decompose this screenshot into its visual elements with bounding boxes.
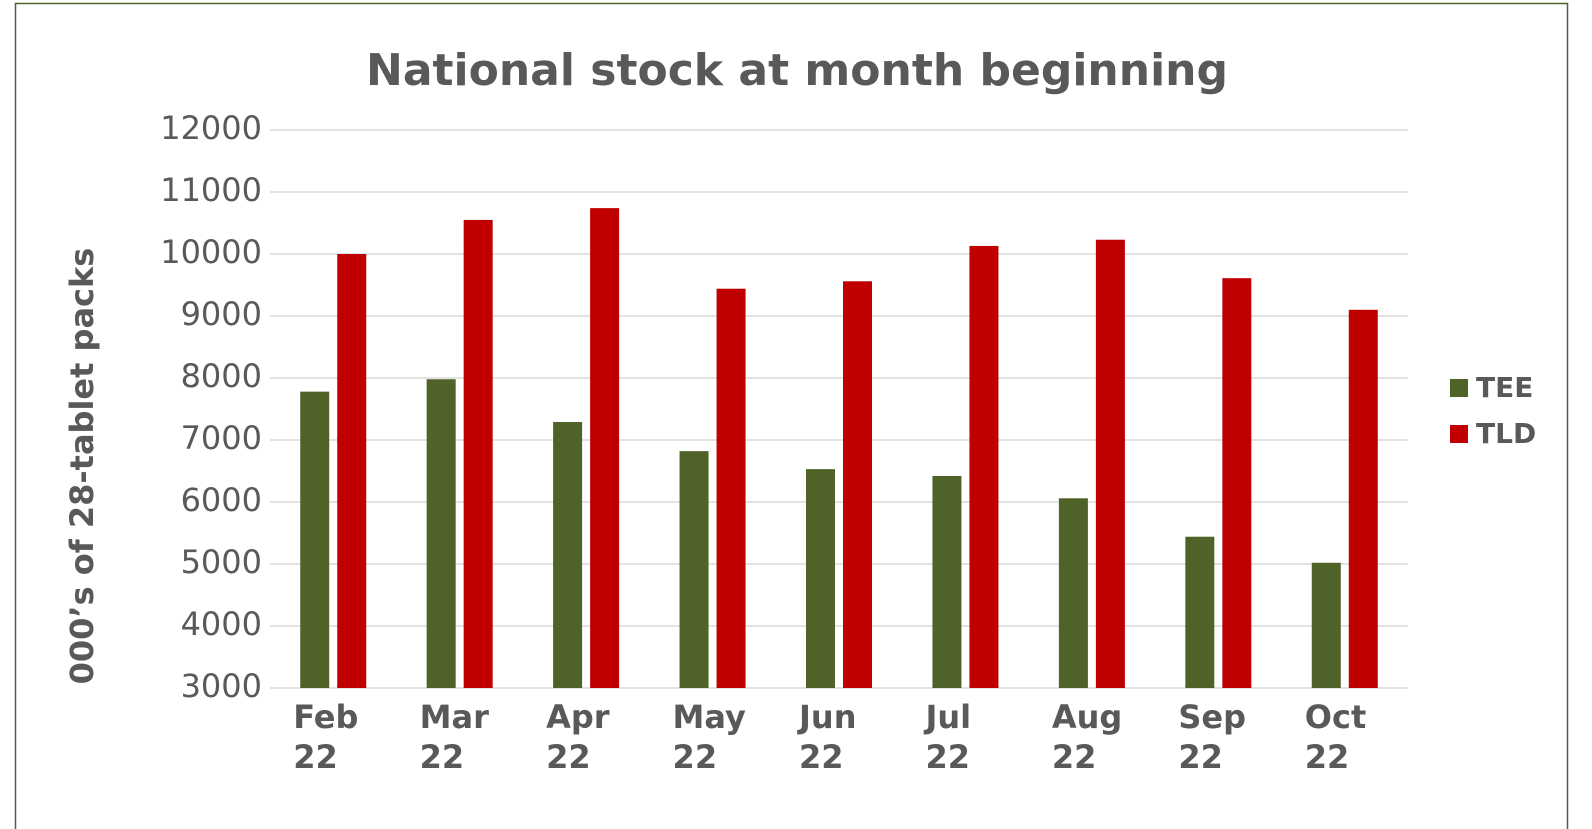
y-tick-label: 3000 (181, 667, 262, 705)
chart-frame (14, 2, 1569, 829)
legend-label: TLD (1476, 417, 1536, 450)
y-tick-label: 11000 (160, 171, 262, 209)
x-tick-label: May 22 (672, 698, 746, 776)
bar (553, 422, 583, 688)
x-tick-label: Oct 22 (1304, 698, 1367, 776)
bar (716, 288, 746, 688)
x-tick-label: Feb 22 (293, 698, 359, 776)
x-tick-label: Jul 22 (925, 698, 972, 776)
y-tick-label: 12000 (160, 109, 262, 147)
bar (426, 379, 456, 688)
y-tick-label: 5000 (181, 543, 262, 581)
bar (1222, 278, 1252, 688)
bar (1348, 309, 1378, 688)
y-tick-label: 9000 (181, 295, 262, 333)
y-axis-label: 000’s of 28-tablet packs (63, 248, 101, 685)
bar (679, 451, 709, 688)
x-tick-label: Jun 22 (799, 698, 857, 776)
bar (300, 391, 330, 688)
bar (969, 245, 999, 688)
y-tick-label: 6000 (181, 481, 262, 519)
bar (1311, 562, 1341, 688)
bar (590, 208, 620, 688)
x-tick-label: Mar 22 (419, 698, 489, 776)
chart-title: National stock at month beginning (366, 45, 1228, 96)
legend-swatch (1450, 379, 1468, 397)
bar (463, 219, 493, 688)
x-tick-label: Aug 22 (1051, 698, 1123, 776)
bar (806, 469, 835, 688)
bar (337, 254, 367, 688)
bar (843, 281, 872, 688)
bar (1058, 498, 1088, 688)
y-tick-label: 7000 (181, 419, 262, 457)
x-tick-label: Apr 22 (546, 698, 610, 776)
bar (1185, 536, 1215, 688)
y-tick-label: 10000 (160, 233, 262, 271)
legend-label: TEE (1476, 371, 1533, 404)
y-tick-label: 4000 (181, 605, 262, 643)
y-tick-label: 8000 (181, 357, 262, 395)
bar (932, 475, 962, 688)
bar (1095, 239, 1125, 689)
legend-swatch (1450, 425, 1468, 443)
x-tick-label: Sep 22 (1178, 698, 1246, 776)
